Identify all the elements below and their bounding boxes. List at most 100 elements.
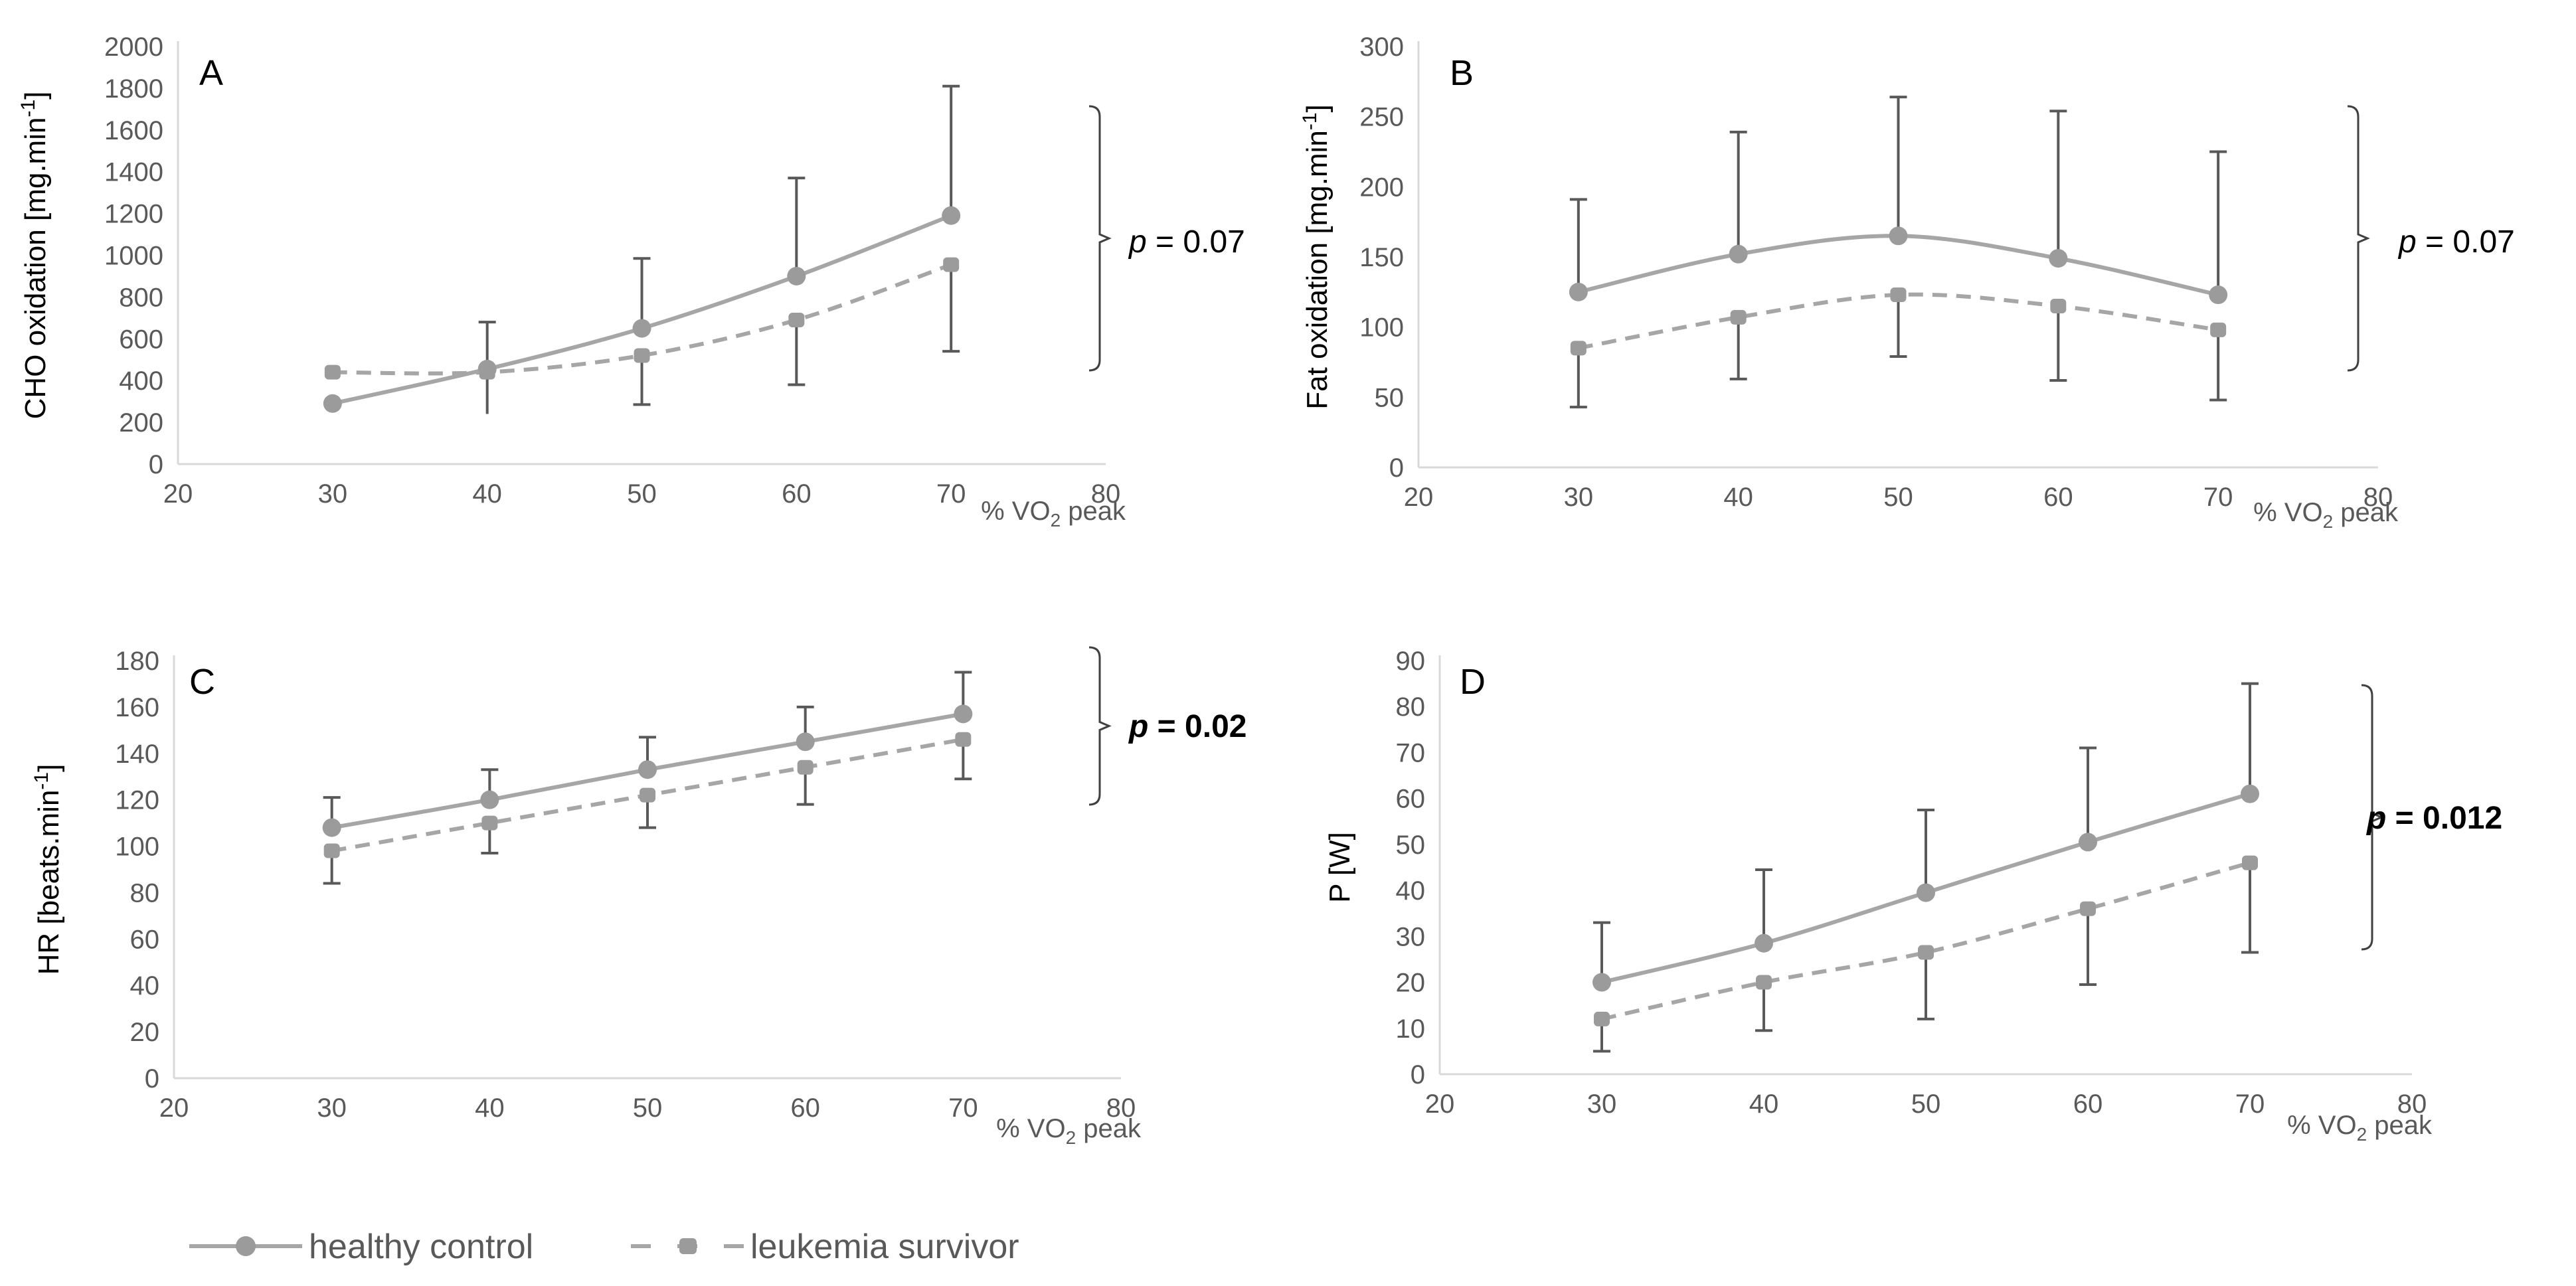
- p-value-label: p = 0.012: [2365, 801, 2502, 836]
- data-point: [2080, 901, 2096, 916]
- x-tick-label: 50: [633, 1093, 663, 1123]
- panel-label: A: [199, 53, 223, 93]
- chart-panel-b: 0 50 100 150 200 250 300 20 30 40 50 60 70 80% VO2 pe…: [1299, 33, 2515, 532]
- x-tick-label: 50: [1911, 1089, 1941, 1119]
- series-healthy-control: [1592, 682, 2259, 992]
- x-tick-label: 80: [2397, 1089, 2427, 1119]
- x-axis-title: % VO2 peak: [981, 497, 1126, 530]
- y-tick-label: 300: [1359, 33, 1404, 62]
- y-tick-label: 10: [1396, 1014, 1426, 1044]
- x-tick-label: 60: [2043, 483, 2073, 512]
- y-tick-label: 1400: [104, 158, 163, 187]
- y-tick-label: 40: [130, 971, 160, 1001]
- data-point: [2079, 833, 2097, 852]
- x-tick-label: 70: [2203, 483, 2233, 512]
- y-tick-label: 2000: [104, 33, 163, 62]
- y-axis-title: P [W]: [1324, 832, 1356, 903]
- y-tick-label: 80: [130, 878, 160, 908]
- x-tick-label: 20: [159, 1093, 189, 1123]
- x-axis-title: % VO2 peak: [2253, 498, 2399, 532]
- y-axis-title: CHO oxidation [mg.min-1]: [17, 92, 52, 420]
- x-tick-label: 30: [317, 1093, 347, 1123]
- data-point: [324, 364, 341, 380]
- data-point: [1890, 287, 1907, 303]
- data-point: [1756, 975, 1772, 990]
- y-tick-label: 50: [1375, 383, 1405, 412]
- y-tick-label: 120: [115, 786, 159, 815]
- x-tick-label: 80: [2363, 483, 2393, 512]
- y-tick-label: 180: [115, 647, 159, 676]
- data-point: [638, 760, 657, 779]
- x-tick-label: 70: [2235, 1089, 2265, 1119]
- x-tick-label: 70: [948, 1093, 978, 1123]
- legend-marker: [236, 1236, 256, 1256]
- y-tick-label: 0: [1411, 1060, 1425, 1089]
- series-healthy-control: [1569, 96, 2228, 305]
- y-tick-label: 50: [1396, 831, 1426, 860]
- data-point: [480, 790, 499, 809]
- y-tick-label: 250: [1359, 103, 1404, 132]
- p-value-label: p = 0.07: [1128, 224, 1245, 260]
- x-tick-label: 50: [627, 479, 657, 509]
- y-tick-label: 800: [119, 283, 163, 312]
- y-axis-title: Fat oxidation [mg.min-1]: [1299, 104, 1333, 410]
- x-tick-label: 80: [1091, 479, 1121, 509]
- x-axis-title: % VO2 peak: [996, 1114, 1142, 1148]
- y-tick-label: 20: [1396, 969, 1426, 998]
- data-point: [1918, 945, 1934, 960]
- legend: healthy control leukemia survivor: [189, 1228, 1019, 1266]
- data-point: [634, 348, 650, 363]
- data-point: [2209, 285, 2228, 305]
- y-tick-label: 1800: [104, 74, 163, 104]
- series-leukemia-survivor: [323, 732, 972, 885]
- legend-marker: [679, 1238, 697, 1254]
- significance-bracket: [1088, 105, 1112, 372]
- data-point: [479, 364, 495, 380]
- y-tick-label: 150: [1359, 243, 1404, 272]
- y-axis-title: HR [beats.min-1]: [31, 764, 65, 975]
- series-leukemia-survivor: [1569, 287, 2227, 409]
- data-point: [322, 818, 341, 837]
- data-point: [640, 787, 655, 803]
- p-value-label: p = 0.07: [2397, 224, 2515, 260]
- data-point: [797, 760, 814, 775]
- x-tick-label: 60: [782, 479, 812, 509]
- data-point: [2050, 298, 2067, 313]
- data-point: [1889, 226, 1908, 246]
- data-point: [1592, 973, 1611, 992]
- data-point: [1730, 309, 1747, 325]
- y-tick-label: 1600: [104, 116, 163, 145]
- data-point: [323, 843, 340, 858]
- data-point: [481, 815, 498, 831]
- data-point: [2210, 322, 2227, 337]
- y-tick-label: 140: [115, 740, 159, 769]
- x-tick-label: 40: [475, 1093, 505, 1123]
- significance-bracket: [2361, 684, 2384, 951]
- p-value-label: p = 0.02: [1128, 709, 1246, 744]
- y-tick-label: 60: [1396, 785, 1426, 814]
- x-tick-label: 70: [936, 479, 966, 509]
- series-line: [332, 262, 952, 376]
- x-tick-label: 60: [2073, 1089, 2103, 1119]
- y-tick-label: 40: [1396, 876, 1426, 906]
- series-leukemia-survivor: [324, 257, 960, 406]
- x-axis-title: % VO2 peak: [2287, 1111, 2433, 1145]
- x-tick-label: 30: [1587, 1089, 1617, 1119]
- data-point: [1570, 341, 1587, 356]
- data-point: [1755, 933, 1773, 953]
- x-tick-label: 20: [1425, 1089, 1455, 1119]
- x-tick-label: 40: [1749, 1089, 1779, 1119]
- y-tick-label: 70: [1396, 738, 1426, 767]
- y-tick-label: 30: [1396, 922, 1426, 951]
- y-tick-label: 0: [1389, 453, 1404, 483]
- data-point: [955, 732, 972, 747]
- data-point: [954, 704, 973, 724]
- data-point: [1569, 282, 1588, 301]
- data-point: [1729, 244, 1748, 264]
- panel-label: C: [189, 662, 215, 702]
- data-point: [323, 394, 342, 413]
- y-tick-label: 90: [1396, 647, 1426, 676]
